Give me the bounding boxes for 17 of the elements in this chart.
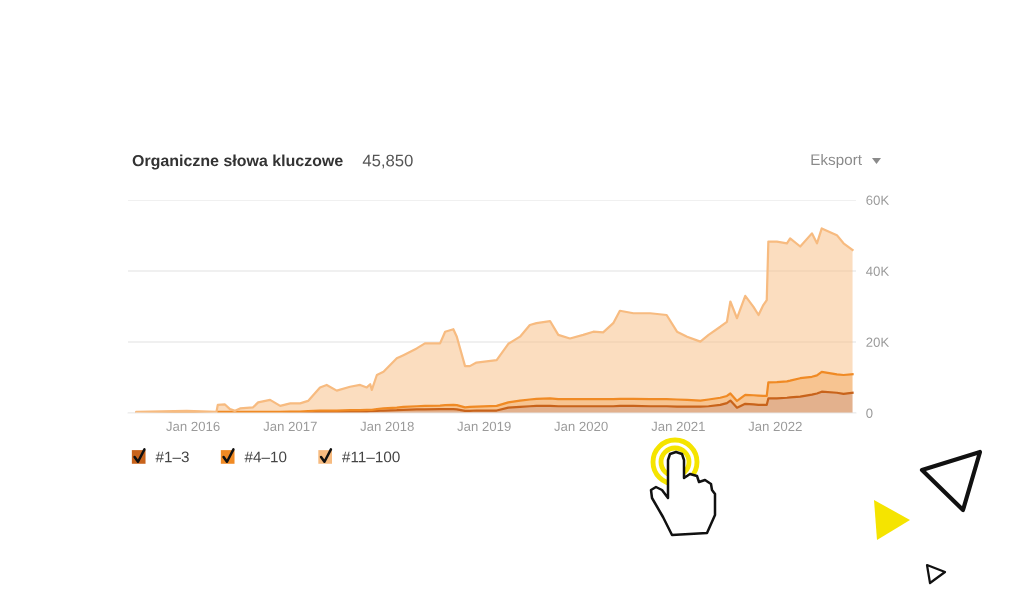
legend-label: #1–3 bbox=[155, 451, 189, 463]
x-tick-label: Jan 2017 bbox=[263, 421, 317, 432]
x-tick-label: Jan 2022 bbox=[748, 421, 802, 432]
x-tick-label: Jan 2018 bbox=[360, 421, 414, 432]
text: Eksport bbox=[811, 153, 862, 169]
y-tick-label: 40K bbox=[866, 266, 890, 276]
x-tick-label: Jan 2019 bbox=[457, 421, 511, 432]
x-tick-label: Jan 2016 bbox=[166, 421, 220, 432]
legend-label: #11–100 bbox=[342, 451, 400, 463]
y-tick-label: 0 bbox=[866, 408, 873, 418]
y-tick-label: 60K bbox=[866, 195, 890, 205]
chart-subtitle: 45,850 bbox=[362, 154, 413, 169]
chart-title: Organiczne słowa kluczowe bbox=[132, 154, 343, 170]
legend-label: #4–10 bbox=[244, 451, 287, 463]
x-tick-label: Jan 2021 bbox=[651, 421, 705, 432]
x-tick-label: Jan 2020 bbox=[554, 421, 608, 432]
y-tick-label: 20K bbox=[866, 337, 890, 347]
